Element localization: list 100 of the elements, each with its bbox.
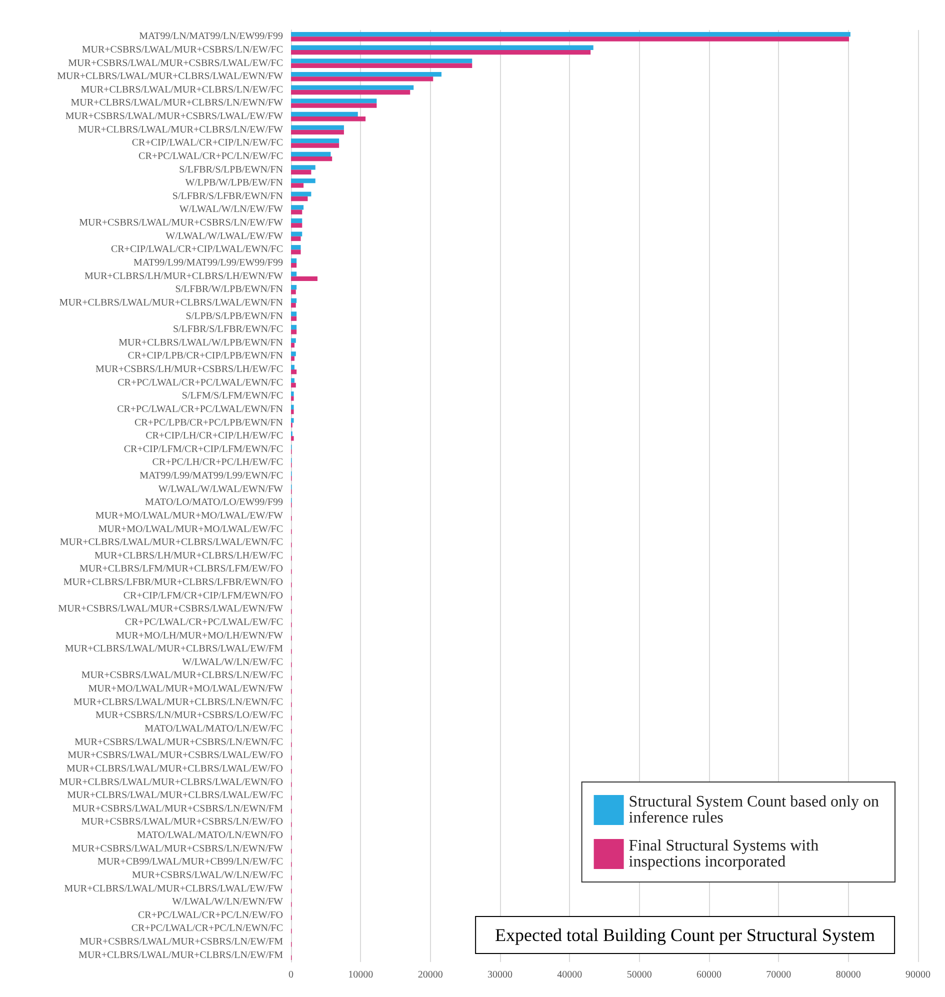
y-tick-label: MUR+MO/LH/MUR+MO/LH/EWN/FW [116, 630, 284, 642]
bar [291, 330, 297, 334]
x-tick-label: 70000 [766, 970, 792, 980]
bar [291, 245, 301, 250]
x-tick-label: 30000 [488, 970, 512, 980]
bar [291, 342, 294, 348]
y-tick-label: W/LPB/W/LPB/EW/FN [185, 178, 283, 189]
y-tick-label: CR+PC/LWAL/CR+PC/LN/EW/FO [138, 910, 283, 921]
y-tick-label: CR+CIP/LPB/CR+CIP/LPB/EWN/FN [128, 350, 283, 362]
y-tick-label: MUR+CLBRS/LWAL/MUR+CLBRS/LN/EW/FW [78, 124, 284, 136]
bar [291, 183, 304, 188]
bar [291, 232, 302, 236]
bar [291, 103, 377, 108]
y-tick-label: CR+CIP/LWAL/CR+CIP/LN/EW/FC [132, 138, 284, 149]
y-tick-label: CR+PC/LWAL/CR+PC/LWAL/EW/FC [124, 616, 284, 628]
y-tick-label: MUR+CSBRS/LH/MUR+CSBRS/LH/EW/FC [96, 364, 284, 376]
bar [291, 302, 296, 308]
bar [291, 312, 297, 316]
y-tick-label: S/LFBR/S/LFBR/EWN/FN [172, 190, 283, 202]
x-tick-label: 40000 [557, 970, 582, 980]
y-tick-label: MUR+CLBRS/LWAL/MUR+CLBRS/LWAL/EWN/FC [60, 537, 284, 548]
bar [291, 284, 297, 290]
y-tick-label: MUR+MO/LWAL/MUR+MO/LWAL/EWN/FW [88, 684, 284, 695]
y-tick-label: MATO/LWAL/MATO/LN/EW/FC [144, 724, 284, 734]
y-tick-label: MUR+CSBRS/LWAL/MUR+CLBRS/LN/EW/FC [81, 670, 284, 682]
y-tick-label: MUR+CLBRS/LWAL/MUR+CLBRS/LWAL/EWN/FN [59, 297, 283, 308]
y-tick-label: MUR+CLBRS/LFM/MUR+CLBRS/LFM/EW/FO [79, 564, 283, 575]
bar [291, 210, 302, 214]
bar [291, 338, 296, 343]
bar [291, 192, 312, 196]
y-tick-label: MUR+CLBRS/LWAL/MUR+CLBRS/LWAL/EW/FW [64, 883, 284, 894]
bar [291, 436, 294, 441]
bar [291, 290, 296, 294]
bar [291, 263, 297, 268]
bar [291, 90, 410, 95]
y-tick-label: S/LPB/S/LPB/EWN/FN [186, 310, 283, 322]
y-tick-label: MUR+CSBRS/LWAL/MUR+CSBRS/LN/EW/FO [81, 816, 283, 828]
y-tick-label: MUR+CSBRS/LWAL/W/LN/EW/FC [132, 870, 284, 881]
bar [291, 364, 294, 370]
bar [291, 404, 294, 410]
y-tick-label: MUR+CSBRS/LWAL/MUR+CSBRS/LN/EWN/FW [72, 843, 284, 854]
bar [291, 112, 358, 117]
y-tick-label: MUR+CSBRS/LWAL/MUR+CSBRS/LWAL/EW/FO [68, 750, 283, 762]
bar [291, 143, 340, 148]
x-tick-label: 20000 [418, 970, 443, 980]
bar [291, 156, 332, 162]
y-tick-label: MAT99/LN/MAT99/LN/EW99/F99 [139, 31, 283, 42]
y-tick-label: CR+PC/LH/CR+PC/LH/EW/FC [152, 457, 284, 468]
bar [291, 165, 316, 170]
y-tick-label: MUR+CLBRS/LWAL/MUR+CLBRS/LN/EW/FC [80, 84, 284, 96]
bar [291, 272, 297, 276]
y-tick-label: MUR+CLBRS/LFBR/MUR+CLBRS/LFBR/EWN/FO [63, 577, 283, 588]
y-tick-label: MUR+CLBRS/LH/MUR+CLBRS/LH/EWN/FW [84, 270, 284, 282]
bar [291, 63, 472, 68]
bar [291, 391, 294, 396]
bar [291, 178, 316, 184]
y-tick-label: CR+PC/LWAL/CR+PC/LN/EWN/FC [131, 923, 284, 934]
x-tick-label: 50000 [626, 970, 652, 980]
legend-label: Final Structural Systems with inspections incorporated [628, 838, 823, 870]
bar [291, 32, 850, 37]
bar [291, 352, 296, 356]
y-tick-label: CR+PC/LWAL/CR+PC/LWAL/EWN/FN [117, 404, 283, 415]
y-tick-label: MATO/LWAL/MATO/LN/EWN/FO [136, 830, 283, 842]
y-tick-label: MUR+CB99/LWAL/MUR+CB99/LN/EW/FC [97, 856, 284, 868]
y-tick-label: MUR+CLBRS/LWAL/MUR+CLBRS/LN/EWN/FC [74, 696, 284, 708]
y-tick-label: CR+CIP/LFM/CR+CIP/LFM/EWN/FO [123, 590, 283, 602]
bar [291, 130, 344, 135]
y-tick-label: MUR+CSBRS/LWAL/MUR+CSBRS/LWAL/EW/FW [65, 111, 284, 122]
bar [291, 125, 344, 130]
y-tick-label: CR+PC/LWAL/CR+PC/LWAL/EWN/FC [118, 377, 284, 388]
y-tick-label: MUR+CLBRS/LWAL/MUR+CLBRS/LWAL/EWN/FW [57, 71, 284, 82]
x-tick-label: 0 [288, 970, 294, 980]
y-tick-label: MUR+CSBRS/LWAL/MUR+CSBRS/LN/EW/FW [79, 218, 284, 229]
y-tick-label: MUR+CSBRS/LWAL/MUR+CSBRS/LWAL/EW/FC [68, 58, 284, 69]
y-tick-label: S/LFBR/W/LPB/EWN/FN [175, 284, 283, 296]
y-tick-label: MUR+CSBRS/LWAL/MUR+CSBRS/LN/EW/FC [82, 44, 284, 56]
y-tick-label: W/LWAL/W/LWAL/EW/FW [166, 230, 284, 242]
legend-label: Structural System Count based only on inference rules [628, 794, 883, 826]
bar [291, 418, 294, 423]
text: Expected total Building Count per Structural System [495, 925, 876, 945]
y-tick-label: MUR+MO/LWAL/MUR+MO/LWAL/EW/FC [98, 524, 284, 535]
x-tick-label: 80000 [836, 970, 861, 980]
bar [291, 36, 850, 42]
y-tick-label: W/LWAL/W/LWAL/EWN/FW [158, 484, 284, 495]
bar [291, 236, 301, 242]
y-tick-label: MUR+CLBRS/LWAL/MUR+CLBRS/LWAL/EW/FC [67, 790, 284, 802]
bar [291, 76, 434, 82]
bar [291, 324, 297, 330]
y-tick-label: MUR+CLBRS/LWAL/MUR+CLBRS/LN/EWN/FW [70, 98, 284, 109]
bar [291, 382, 296, 388]
y-tick-label: MUR+CSBRS/LWAL/MUR+CSBRS/LN/EWN/FC [74, 736, 284, 748]
bar [291, 58, 472, 64]
bar [291, 276, 318, 281]
bar [291, 170, 312, 174]
bar [291, 298, 297, 303]
bar [291, 205, 304, 210]
bar [291, 396, 294, 401]
y-tick-label: CR+PC/LPB/CR+PC/LPB/EWN/FN [134, 417, 283, 428]
y-tick-label: MAT99/L99/MAT99/L99/EW99/F99 [134, 258, 283, 268]
bar [291, 116, 366, 122]
